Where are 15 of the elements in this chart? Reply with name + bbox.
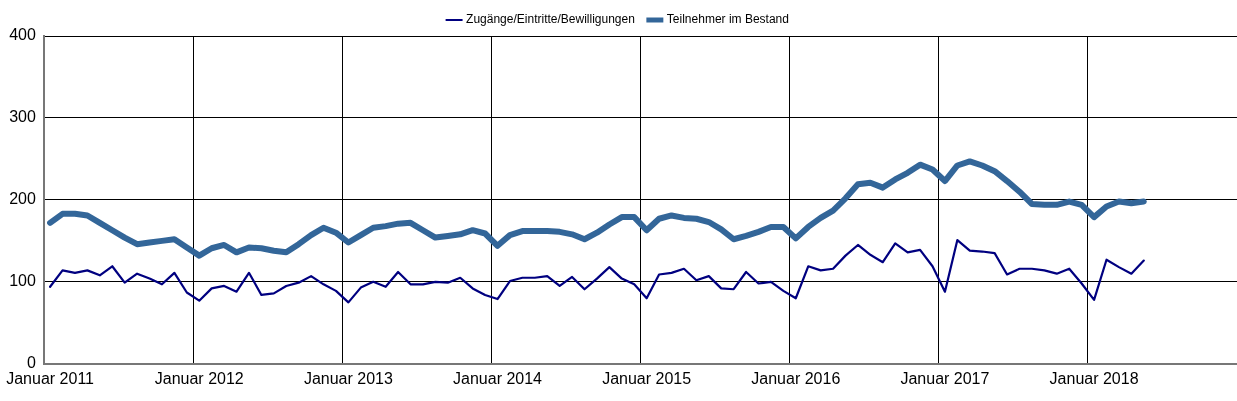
y-tick-label: 100	[9, 272, 36, 290]
x-tick-label: Januar 2012	[154, 369, 244, 387]
y-tick-label: 0	[26, 354, 36, 372]
y-tick-label: 400	[9, 26, 36, 44]
x-tick-label: Januar 2011	[6, 369, 95, 387]
x-tick-label: Januar 2018	[1049, 369, 1139, 387]
x-tick-label: Januar 2015	[602, 369, 692, 387]
x-tick-label: Januar 2016	[751, 369, 841, 387]
x-tick-label: Januar 2013	[303, 369, 393, 387]
x-tick-label: Januar 2014	[453, 369, 543, 387]
legend-label: Zugänge/Eintritte/Bewilligungen	[466, 12, 635, 27]
legend-label: Teilnehmer im Bestand	[666, 12, 789, 27]
y-tick-label: 200	[9, 190, 36, 208]
y-tick-label: 300	[9, 108, 36, 126]
x-tick-label: Januar 2017	[900, 369, 990, 387]
